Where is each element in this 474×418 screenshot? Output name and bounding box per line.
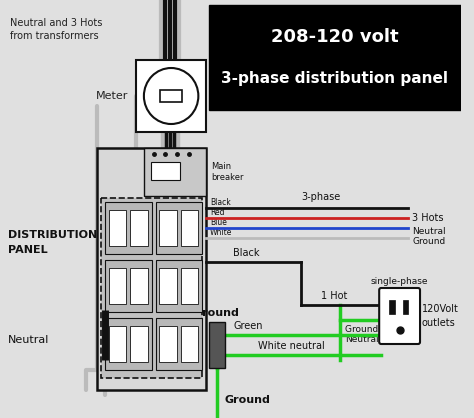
Bar	[130, 210, 148, 246]
Text: Neutral and 3 Hots
from transformers: Neutral and 3 Hots from transformers	[10, 18, 102, 41]
Bar	[105, 260, 152, 312]
Bar	[155, 318, 202, 370]
Text: Ground: Ground	[225, 395, 271, 405]
Bar	[159, 268, 177, 304]
Text: Neutral: Neutral	[412, 227, 446, 237]
Text: 3-phase distribution panel: 3-phase distribution panel	[221, 71, 448, 86]
Bar	[105, 318, 152, 370]
Text: 3-phase: 3-phase	[301, 192, 341, 202]
Text: Green: Green	[233, 321, 263, 331]
Bar	[109, 326, 127, 362]
Bar	[159, 210, 177, 246]
Text: Red: Red	[210, 208, 225, 217]
Text: Ground: Ground	[194, 308, 240, 318]
Bar	[144, 148, 206, 196]
Text: Ground &
Neutral: Ground & Neutral	[345, 325, 388, 344]
Bar	[97, 148, 206, 390]
Text: 208-120 volt: 208-120 volt	[271, 28, 399, 46]
Bar	[389, 300, 395, 314]
Bar	[209, 322, 225, 368]
Text: Main
breaker: Main breaker	[211, 162, 244, 182]
Bar	[109, 210, 127, 246]
Bar	[130, 326, 148, 362]
Text: Neutral: Neutral	[8, 335, 49, 345]
FancyBboxPatch shape	[379, 288, 420, 344]
Bar	[130, 268, 148, 304]
Bar	[181, 326, 198, 362]
Bar	[155, 202, 202, 254]
Text: PANEL: PANEL	[8, 245, 47, 255]
Text: Blue: Blue	[210, 218, 227, 227]
Bar	[402, 300, 409, 314]
Text: 3 Hots: 3 Hots	[412, 213, 444, 223]
Text: single-phase: single-phase	[371, 277, 428, 286]
Bar	[160, 90, 182, 102]
Bar	[209, 5, 461, 110]
Bar	[155, 260, 202, 312]
Bar	[105, 202, 152, 254]
Bar	[136, 60, 206, 132]
Text: Meter: Meter	[96, 91, 128, 101]
Bar	[101, 198, 202, 378]
Bar	[181, 210, 198, 246]
Text: 120Volt
outlets: 120Volt outlets	[422, 304, 459, 328]
Text: Black: Black	[233, 248, 260, 258]
Text: 1 Hot: 1 Hot	[321, 291, 347, 301]
Bar	[181, 268, 198, 304]
Bar	[109, 268, 127, 304]
Text: White neutral: White neutral	[258, 341, 324, 351]
Text: White: White	[210, 228, 232, 237]
Text: DISTRIBUTION: DISTRIBUTION	[8, 230, 97, 240]
Text: Black: Black	[210, 198, 231, 207]
Text: Ground: Ground	[412, 237, 446, 247]
Bar	[159, 326, 177, 362]
Bar	[151, 162, 180, 180]
